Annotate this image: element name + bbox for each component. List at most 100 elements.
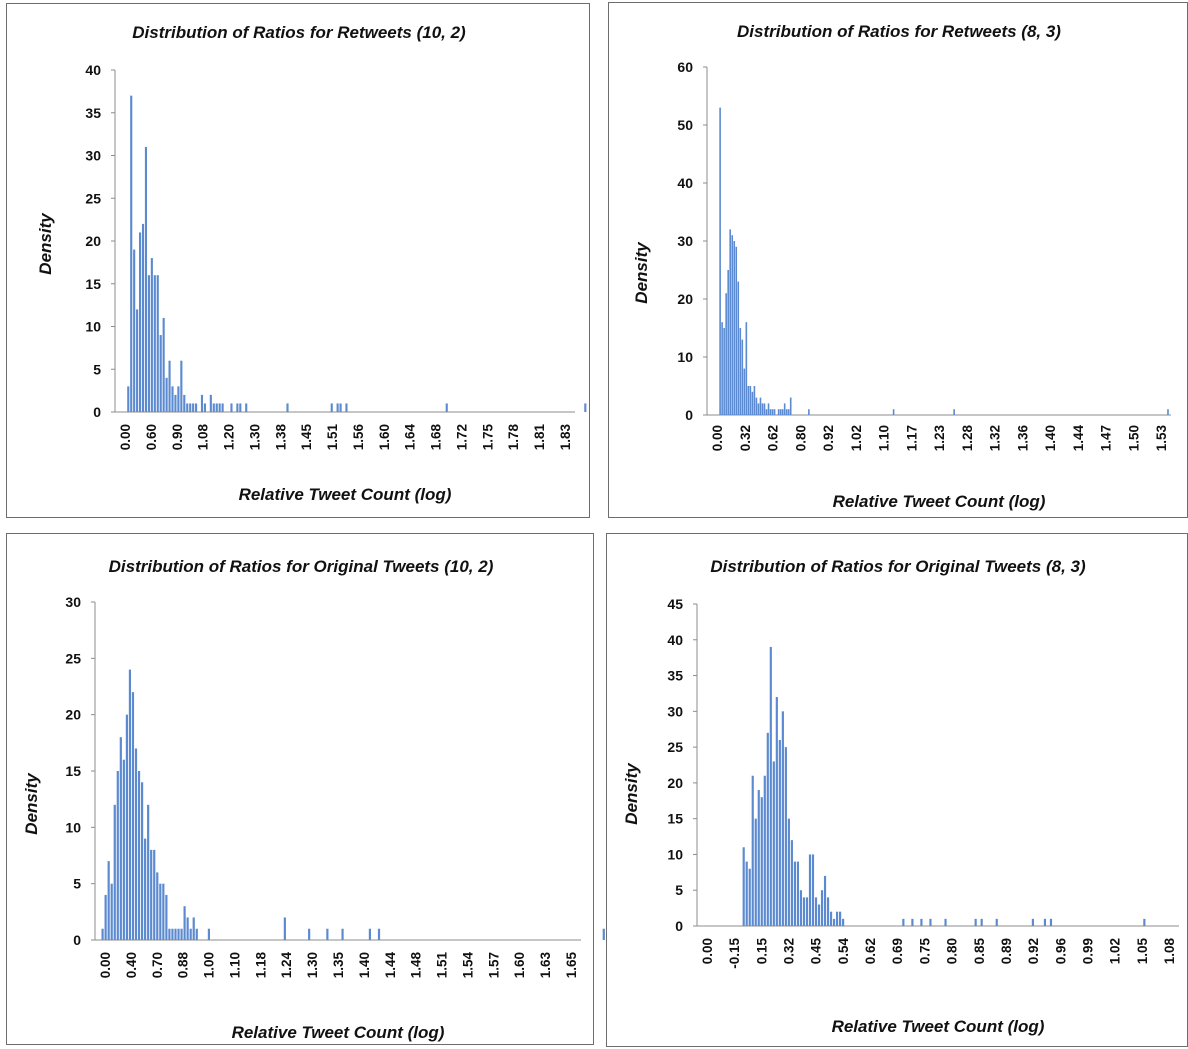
histogram-bar [147, 275, 150, 412]
x-tick-label: 0.70 [150, 952, 165, 978]
histogram-bar [212, 403, 215, 412]
x-axis-title: Relative Tweet Count (log) [239, 485, 452, 504]
y-tick-label: 25 [85, 190, 101, 206]
histogram-bar [741, 339, 744, 415]
chart-svg: Distribution of Ratios for Retweets (10,… [36, 23, 587, 504]
chart-svg: Distribution of Ratios for Original Twee… [622, 557, 1179, 1036]
x-tick-label: 1.68 [429, 424, 444, 451]
x-tick-label: 1.40 [1043, 425, 1058, 451]
y-tick-label: 5 [73, 876, 81, 892]
histogram-bar [814, 897, 818, 926]
y-tick-label: 10 [677, 349, 693, 365]
histogram-bar [189, 403, 192, 412]
histogram-bar [779, 409, 782, 415]
histogram-bar [125, 714, 128, 940]
x-tick-label: 0.32 [782, 938, 797, 964]
histogram-bar [171, 928, 174, 940]
y-tick-label: 15 [65, 763, 81, 779]
y-tick-label: 30 [65, 594, 81, 610]
histogram-bar [339, 403, 342, 412]
chart-panel-retweets-10-2: Distribution of Ratios for Retweets (10,… [6, 3, 590, 518]
histogram-bar [929, 918, 932, 926]
y-tick-label: 15 [667, 811, 683, 827]
histogram-bar [177, 386, 180, 412]
histogram-bar [725, 293, 727, 415]
histogram-bar [584, 403, 587, 412]
histogram-bar [215, 403, 218, 412]
histogram-bar [104, 894, 107, 940]
y-axis-title: Density [36, 212, 55, 275]
y-tick-label: 0 [675, 918, 683, 934]
histogram-bar [723, 328, 725, 415]
x-tick-label: 1.44 [383, 952, 398, 979]
histogram-bar [839, 911, 842, 926]
histogram-bar [721, 322, 723, 415]
histogram-bar [602, 928, 605, 940]
histogram-bar [781, 409, 784, 415]
histogram-bar [113, 804, 116, 940]
x-tick-label: 1.36 [1015, 425, 1030, 452]
histogram-bar [808, 854, 812, 926]
histogram-bar [920, 918, 923, 926]
histogram-bar [727, 270, 729, 415]
histogram-bar [829, 911, 833, 926]
chart-title: Distribution of Ratios for Retweets (8, … [737, 22, 1061, 41]
x-tick-label: 1.08 [196, 424, 211, 451]
histogram-bar [139, 232, 142, 412]
histogram-bar [171, 386, 174, 412]
histogram-bar [823, 875, 827, 926]
histogram-bar [195, 928, 198, 940]
histogram-bar [757, 403, 760, 415]
histogram-bar [785, 409, 788, 415]
x-tick-label: 0.00 [710, 425, 725, 451]
y-tick-label: 5 [675, 882, 683, 898]
histogram-bar [330, 403, 333, 412]
x-tick-label: 0.85 [972, 938, 987, 965]
histogram-bar [789, 397, 792, 415]
histogram-bar [765, 409, 768, 415]
histogram-bar [110, 883, 113, 940]
x-tick-label: 1.50 [1126, 425, 1141, 451]
histogram-bar [767, 403, 770, 415]
y-tick-label: 20 [677, 291, 693, 307]
x-tick-label: 0.88 [176, 952, 191, 979]
histogram-bar [283, 917, 286, 940]
histogram-bar [165, 377, 168, 412]
x-tick-label: 1.02 [849, 425, 864, 451]
histogram-bar [892, 409, 895, 415]
x-tick-label: 1.02 [1108, 938, 1123, 964]
x-tick-label: 1.57 [486, 952, 501, 978]
histogram-bar [763, 403, 766, 415]
y-tick-label: 30 [667, 703, 683, 719]
x-tick-label: 0.00 [700, 938, 715, 964]
x-tick-label: 1.23 [932, 425, 947, 452]
y-tick-label: 50 [677, 117, 693, 133]
x-tick-label: 1.20 [222, 424, 237, 450]
histogram-bar [777, 409, 780, 415]
histogram-bar [799, 890, 803, 926]
histogram-bar [769, 646, 772, 926]
histogram-bar [156, 275, 159, 412]
x-tick-label: 0.15 [754, 938, 769, 965]
histogram-bar [811, 854, 815, 926]
histogram-bar [131, 692, 135, 940]
histogram-bar [761, 403, 764, 415]
histogram-bar [192, 403, 195, 412]
x-tick-label: 0.62 [863, 938, 878, 964]
histogram-bar [745, 322, 748, 415]
x-tick-label: 1.08 [1162, 938, 1177, 965]
x-tick-label: 1.44 [1071, 425, 1086, 452]
x-tick-label: 0.00 [98, 952, 113, 978]
histogram-bar [168, 360, 171, 412]
histogram-bar [326, 928, 329, 940]
histogram-bar [771, 409, 774, 415]
x-tick-label: 1.10 [227, 952, 242, 978]
histogram-bar [817, 904, 821, 926]
x-tick-label: 0.89 [999, 938, 1014, 964]
histogram-bar [209, 394, 212, 412]
histogram-bar [772, 761, 775, 926]
histogram-bar [134, 748, 138, 940]
x-tick-label: 0.00 [118, 424, 133, 450]
histogram-bar [1167, 409, 1169, 415]
x-tick-label: 0.75 [917, 938, 932, 965]
